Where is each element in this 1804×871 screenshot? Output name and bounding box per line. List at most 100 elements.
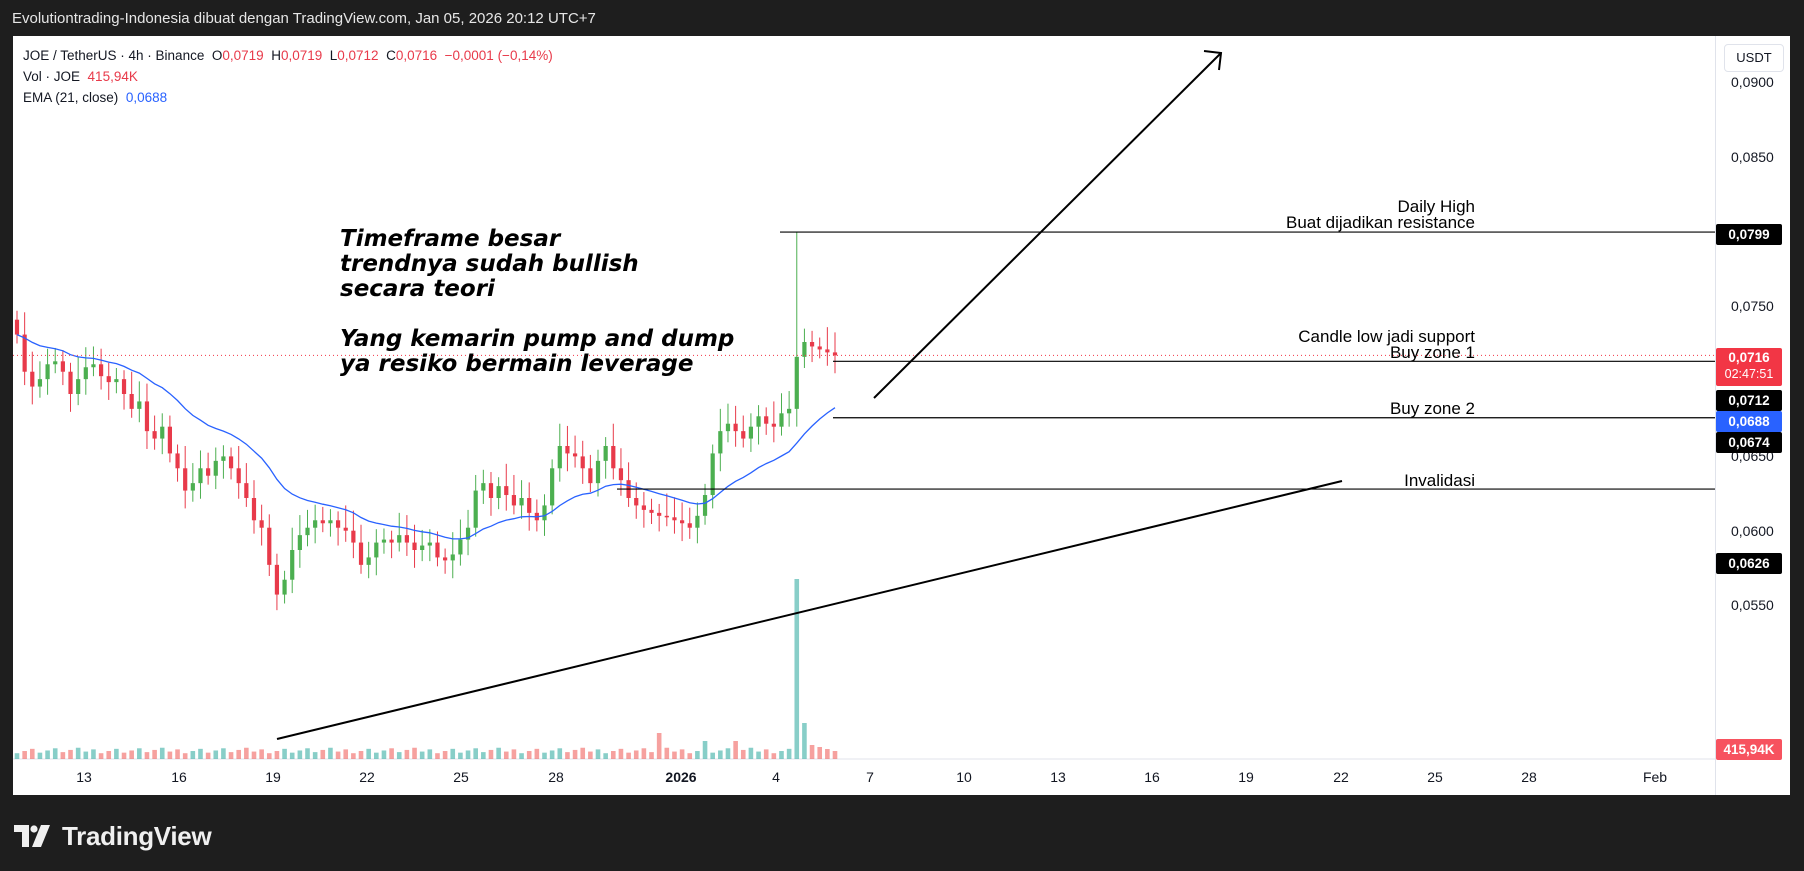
ema-label[interactable]: EMA (21, close) [23, 90, 119, 105]
candle-body [68, 371, 73, 394]
volume-bar [335, 751, 341, 759]
candle-body [748, 426, 754, 439]
candle-body [687, 523, 692, 528]
volume-bar [664, 747, 670, 759]
annotation-text[interactable]: Timeframe besar trendnya sudah bullish s… [340, 226, 735, 377]
candle-body [611, 446, 616, 469]
candle-body [83, 367, 88, 380]
last-price-tag: 0,0716 02:47:51 [1716, 348, 1782, 386]
candle-body [282, 579, 287, 595]
chart-canvas[interactable] [13, 36, 1790, 795]
candle-body [30, 371, 35, 387]
volume-bar [213, 750, 219, 759]
volume-bar [511, 749, 517, 759]
candle-body [404, 535, 409, 543]
candle-body [274, 564, 280, 595]
buy-zone-2-label[interactable]: Buy zone 2 [1389, 399, 1475, 418]
volume-bar [221, 748, 226, 759]
candle-body [741, 431, 746, 439]
candle-body [657, 512, 662, 516]
candle-body [641, 505, 646, 510]
candle-body [114, 379, 119, 383]
candle-body [450, 554, 455, 561]
candle-body [366, 557, 371, 565]
symbol-title[interactable]: JOE / TetherUS · 4h · Binance [23, 48, 205, 63]
volume-bar [718, 750, 723, 759]
buy-zone-1-price-tag: 0,0712 [1716, 390, 1782, 411]
volume-label[interactable]: Vol · JOE [23, 69, 81, 84]
chart-frame[interactable]: JOE / TetherUS · 4h · Binance O 0,0719 H 0… [13, 36, 1790, 795]
volume-bar [389, 748, 394, 759]
candle-body [144, 401, 150, 432]
candle-body [672, 517, 677, 521]
high-label: H [271, 48, 281, 63]
volume-bar [351, 753, 356, 759]
candle-body [129, 394, 134, 409]
candle-body [473, 490, 478, 528]
volume-bar [710, 752, 715, 759]
candle-body [45, 364, 50, 380]
candle-body [680, 520, 685, 524]
close-label: C [386, 48, 396, 63]
candle-body [106, 376, 111, 383]
open-label: O [211, 48, 223, 63]
volume-bar [786, 748, 792, 759]
buy-zone-1-label[interactable]: Buy zone 1 [1389, 343, 1475, 362]
candle-body [649, 509, 654, 513]
price-tick: 0,0600 [1731, 523, 1774, 539]
volume-bar [580, 747, 586, 759]
volume-bar [725, 748, 731, 759]
tradingview-branding[interactable]: TradingView [14, 819, 212, 853]
volume-bar [649, 752, 654, 759]
time-tick: 25 [453, 769, 469, 785]
candle-body [465, 527, 471, 540]
candle-body [175, 453, 180, 469]
time-tick: 10 [956, 769, 972, 785]
candle-body [152, 431, 157, 439]
change-value: −0,0001 (−0,14%) [444, 48, 553, 63]
volume-bar [228, 752, 234, 759]
candle-body [588, 468, 593, 484]
ema-value: 0,0688 [125, 90, 168, 105]
volume-tag: 415,94K [1716, 739, 1782, 760]
time-tick: 25 [1427, 769, 1443, 785]
high-value: 0,0719 [280, 48, 323, 63]
time-tick: 19 [265, 769, 281, 785]
candle-body [328, 520, 333, 524]
volume-bar [190, 751, 196, 759]
price-tick: 0,0900 [1731, 74, 1774, 90]
volume-bar [572, 749, 578, 759]
candle-body [511, 495, 517, 506]
volume-bar [595, 749, 601, 759]
invalidation-label[interactable]: Invalidasi [1404, 471, 1475, 490]
volume-bar [343, 749, 349, 759]
volume-bar [205, 752, 211, 759]
volume-bar [481, 752, 486, 759]
volume-bar [106, 751, 112, 759]
candle-body [121, 379, 127, 394]
volume-bar [404, 749, 410, 759]
candle-body [137, 401, 142, 409]
candle-body [443, 557, 448, 561]
ema-line [16, 334, 836, 540]
price-axis[interactable] [1715, 36, 1791, 795]
candle-body [802, 342, 807, 357]
candle-body [825, 349, 830, 353]
volume-bar [236, 749, 242, 759]
volume-row: Vol · JOE 415,94K [23, 66, 553, 87]
daily-high-label[interactable]: Daily High [1397, 197, 1475, 216]
volume-bar [328, 747, 333, 759]
candle-body [420, 545, 425, 550]
volume-bar [175, 749, 180, 759]
candle-body [60, 361, 65, 372]
volume-bar [45, 750, 50, 759]
resistance-label[interactable]: Buat dijadikan resistance [1285, 213, 1475, 232]
volume-bar [75, 747, 81, 759]
volume-bar [565, 752, 570, 759]
support-label[interactable]: Candle low jadi support [1298, 327, 1475, 346]
volume-bar [358, 751, 364, 759]
bar-countdown: 02:47:51 [1724, 367, 1774, 381]
currency-unit-button[interactable]: USDT [1724, 44, 1784, 72]
candle-body [809, 342, 815, 347]
volume-value: 415,94K [87, 69, 138, 84]
